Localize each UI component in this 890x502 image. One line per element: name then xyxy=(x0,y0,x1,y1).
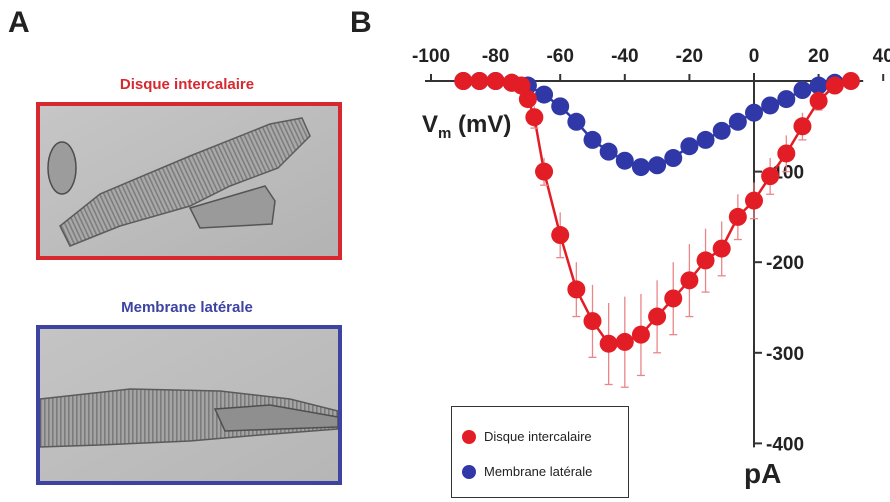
data-point xyxy=(551,226,570,245)
data-point xyxy=(512,76,531,95)
data-point xyxy=(535,85,554,104)
data-point xyxy=(664,289,683,308)
data-point xyxy=(631,158,650,177)
data-point xyxy=(680,271,699,290)
x-axis-label: Vm (mV) xyxy=(422,111,511,142)
data-point xyxy=(631,325,650,344)
legend-marker-intercalated xyxy=(462,429,476,444)
x-tick-label: -100 xyxy=(412,46,450,67)
data-point xyxy=(712,239,731,258)
panel-b-letter: B xyxy=(350,6,372,39)
data-point xyxy=(648,307,667,326)
x-tick-label: -20 xyxy=(676,46,703,67)
data-point xyxy=(825,76,844,95)
data-point xyxy=(761,167,780,186)
data-point xyxy=(809,76,828,95)
legend-entry-lateral: Membrane latérale xyxy=(462,464,592,479)
lateral-membrane-micrograph xyxy=(36,325,342,485)
data-point xyxy=(728,112,747,131)
intercalated-disc-micrograph xyxy=(36,102,342,260)
chart-legend: Disque intercalaire Membrane latérale xyxy=(451,406,629,498)
bottom-cell-caption: Membrane latérale xyxy=(121,299,253,316)
data-point xyxy=(583,312,602,331)
y-tick-label: -200 xyxy=(766,253,804,274)
panel-a-letter: A xyxy=(8,6,30,39)
x-axis-label-unit: (mV) xyxy=(451,111,511,138)
x-axis-label-v: V xyxy=(422,111,438,138)
legend-label-lateral: Membrane latérale xyxy=(484,464,593,479)
x-tick-label: -60 xyxy=(546,46,573,67)
data-point xyxy=(525,108,544,127)
chart-series-group xyxy=(454,72,860,388)
data-point xyxy=(470,72,489,90)
data-point xyxy=(664,149,683,168)
data-point xyxy=(809,91,828,110)
series-intercalated-disc xyxy=(454,72,860,388)
x-tick-label: 20 xyxy=(808,46,829,67)
data-point xyxy=(712,121,731,140)
data-point xyxy=(841,72,860,90)
micrograph-bottom-image xyxy=(40,329,338,481)
y-axis-label: pA xyxy=(744,458,781,489)
data-point xyxy=(567,280,586,299)
data-point xyxy=(777,90,796,109)
data-point xyxy=(793,81,812,100)
legend-entry-intercalated: Disque intercalaire xyxy=(462,429,592,444)
x-axis-label-subscript: m xyxy=(438,125,451,142)
data-point xyxy=(486,72,505,90)
x-tick-label: 40 xyxy=(873,46,890,67)
data-point xyxy=(696,251,715,270)
data-point xyxy=(793,117,812,136)
data-point xyxy=(583,130,602,149)
data-point xyxy=(745,191,763,210)
x-tick-label: 0 xyxy=(749,46,760,67)
data-point xyxy=(728,207,747,226)
data-point xyxy=(599,142,618,161)
top-cell-caption: Disque intercalaire xyxy=(119,76,255,93)
data-point xyxy=(615,332,634,351)
data-point xyxy=(615,151,634,170)
data-point xyxy=(567,112,586,131)
y-tick-label: -300 xyxy=(766,344,804,365)
data-point xyxy=(518,90,537,109)
data-point xyxy=(777,144,796,163)
legend-label-intercalated: Disque intercalaire xyxy=(484,429,592,444)
data-point xyxy=(696,130,715,149)
micrograph-top-image xyxy=(40,106,338,256)
data-point xyxy=(454,72,473,90)
data-point xyxy=(648,156,667,175)
x-tick-label: -80 xyxy=(482,46,509,67)
legend-marker-lateral xyxy=(462,464,476,479)
y-tick-label: -400 xyxy=(766,434,804,455)
data-point xyxy=(745,103,763,122)
x-tick-label: -40 xyxy=(611,46,638,67)
data-point xyxy=(535,162,554,181)
data-point xyxy=(551,97,570,116)
data-point xyxy=(599,334,618,353)
data-point xyxy=(680,137,699,156)
data-point xyxy=(761,96,780,115)
